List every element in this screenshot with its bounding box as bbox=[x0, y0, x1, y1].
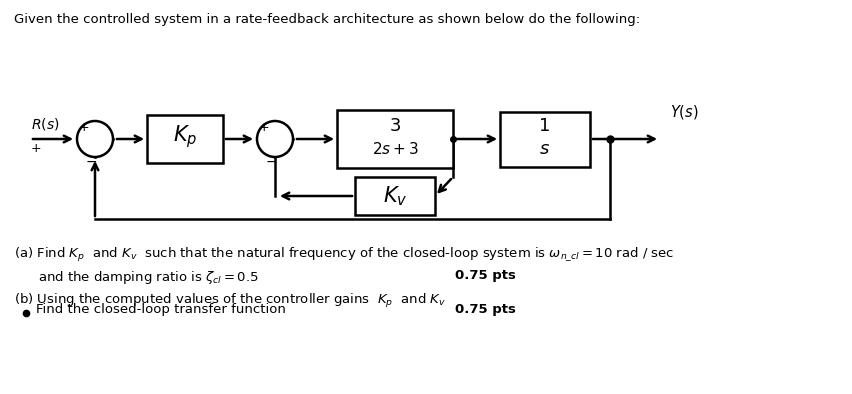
Text: $Y(s)$: $Y(s)$ bbox=[669, 103, 698, 121]
Text: $K_p$: $K_p$ bbox=[173, 124, 197, 151]
Text: Find the closed-loop transfer function: Find the closed-loop transfer function bbox=[36, 303, 285, 316]
Bar bbox=[147, 115, 222, 163]
Text: +: + bbox=[79, 121, 89, 134]
Text: +: + bbox=[31, 142, 42, 155]
Text: (b) Using the computed values of the controller gains  $K_p$  and $K_v$: (b) Using the computed values of the con… bbox=[14, 292, 446, 310]
Bar bbox=[499, 112, 590, 167]
Text: 1: 1 bbox=[538, 117, 550, 135]
Text: $K_v$: $K_v$ bbox=[383, 184, 406, 208]
Text: −: − bbox=[265, 155, 277, 169]
Text: 0.75 pts: 0.75 pts bbox=[454, 303, 515, 316]
Text: 3: 3 bbox=[389, 117, 400, 135]
Text: $2s+3$: $2s+3$ bbox=[371, 141, 418, 157]
Text: 0.75 pts: 0.75 pts bbox=[454, 269, 515, 282]
Circle shape bbox=[77, 121, 112, 157]
Text: (a) Find $K_p$  and $K_v$  such that the natural frequency of the closed-loop sy: (a) Find $K_p$ and $K_v$ such that the n… bbox=[14, 246, 674, 264]
Bar bbox=[337, 110, 452, 168]
Circle shape bbox=[256, 121, 292, 157]
Text: +: + bbox=[259, 121, 269, 134]
Text: and the damping ratio is $\zeta_{cl}=0.5$: and the damping ratio is $\zeta_{cl}=0.5… bbox=[38, 269, 258, 286]
Text: −: − bbox=[85, 155, 96, 169]
Text: $R(s)$: $R(s)$ bbox=[31, 116, 60, 132]
Text: Given the controlled system in a rate-feedback architecture as shown below do th: Given the controlled system in a rate-fe… bbox=[14, 13, 639, 26]
Text: $s$: $s$ bbox=[538, 140, 550, 158]
Bar bbox=[354, 177, 435, 215]
